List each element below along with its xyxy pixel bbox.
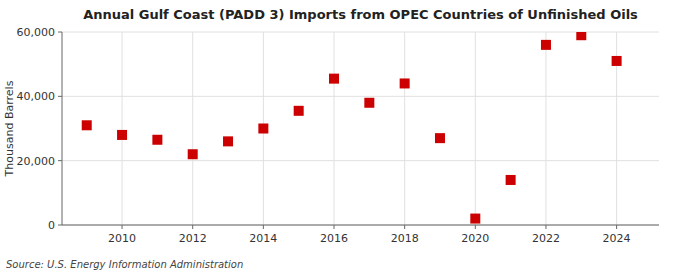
point — [223, 136, 233, 146]
x-tick — [263, 225, 264, 229]
point — [435, 133, 445, 143]
grid-line-y — [62, 96, 659, 97]
x-tick-label: 2014 — [249, 232, 277, 245]
x-tick — [616, 225, 617, 229]
y-tick-label: 40,000 — [17, 90, 56, 103]
grid-line-x — [122, 32, 123, 225]
point — [117, 130, 127, 140]
point — [506, 175, 516, 185]
grid-line-x — [545, 32, 546, 225]
y-tick-label: 60,000 — [17, 26, 56, 39]
x-tick-label: 2024 — [603, 232, 631, 245]
title: Annual Gulf Coast (PADD 3) Imports from … — [83, 7, 638, 22]
x-tick — [334, 225, 335, 229]
x-tick — [122, 225, 123, 229]
point — [294, 106, 304, 116]
point — [329, 74, 339, 84]
grid — [62, 32, 659, 225]
point — [188, 149, 198, 159]
grid-line-y — [62, 160, 659, 161]
y-tick-label: 0 — [48, 219, 55, 232]
grid-line-x — [334, 32, 335, 225]
x-tick — [192, 225, 193, 229]
chart-container: Annual Gulf Coast (PADD 3) Imports from … — [0, 0, 675, 275]
point — [258, 124, 268, 134]
x-tick — [404, 225, 405, 229]
x-axis-line — [62, 225, 659, 226]
grid-line-x — [192, 32, 193, 225]
point — [541, 40, 551, 50]
x-tick-label: 2020 — [461, 232, 489, 245]
grid-line-y — [62, 225, 659, 226]
y-tick — [58, 96, 62, 97]
y-tick-label: 20,000 — [17, 155, 56, 168]
x-tick-label: 2012 — [179, 232, 207, 245]
point — [364, 98, 374, 108]
source: Source: U.S. Energy Information Administ… — [6, 259, 243, 270]
point — [152, 135, 162, 145]
y-tick — [58, 225, 62, 226]
grid-line-x — [404, 32, 405, 225]
x-tick — [545, 225, 546, 229]
point — [400, 78, 410, 88]
x-tick-label: 2010 — [108, 232, 136, 245]
point — [612, 56, 622, 66]
y-axis-label: Thousand Barrels — [3, 80, 16, 177]
x-tick-label: 2016 — [320, 232, 348, 245]
grid-line-y — [62, 32, 659, 33]
y-tick — [58, 32, 62, 33]
points — [82, 32, 622, 224]
y-tick — [58, 160, 62, 161]
x-tick-label: 2018 — [391, 232, 419, 245]
grid-line-x — [475, 32, 476, 225]
point — [576, 32, 586, 40]
chart: Annual Gulf Coast (PADD 3) Imports from … — [0, 0, 675, 275]
x-tick-label: 2022 — [532, 232, 560, 245]
point — [470, 214, 480, 224]
x-tick — [475, 225, 476, 229]
point — [82, 120, 92, 130]
y-axis-line — [62, 32, 63, 225]
